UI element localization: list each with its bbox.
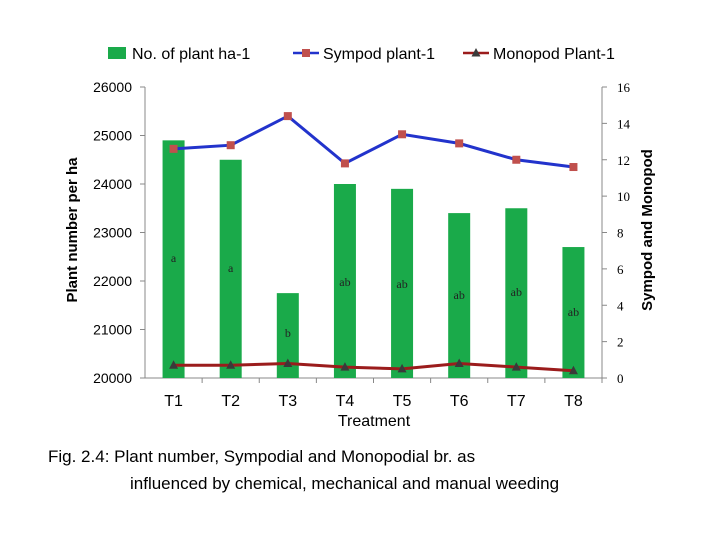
bar xyxy=(562,247,585,378)
x-tick-label: T1 xyxy=(164,393,183,410)
x-tick-label: T2 xyxy=(221,393,240,410)
series-line xyxy=(173,361,574,373)
square-marker xyxy=(512,155,521,164)
legend-label: Monopod Plant-1 xyxy=(493,46,615,63)
y2-tick-label: 14 xyxy=(617,116,631,131)
x-axis-title: Treatment xyxy=(338,413,411,430)
bar-letter-label: a xyxy=(228,261,234,275)
y-tick-label: 22000 xyxy=(93,273,132,289)
x-tick-label: T6 xyxy=(450,393,469,410)
bar xyxy=(448,213,471,378)
triangle-marker xyxy=(283,358,293,367)
y-tick-label: 20000 xyxy=(93,370,132,386)
bar xyxy=(391,188,414,378)
legend: No. of plant ha-1 Sympod plant-1 Monopod P… xyxy=(108,46,615,63)
x-tick-label: T7 xyxy=(507,393,526,410)
y2-axis-title: Sympod and Monopod xyxy=(639,149,656,311)
triangle-marker xyxy=(568,365,578,375)
triangle-marker xyxy=(511,362,521,371)
bar-letter-label: a xyxy=(171,251,177,265)
x-tick-label: T4 xyxy=(336,393,355,410)
bar-letter-label: ab xyxy=(454,288,465,302)
x-tick-label: T5 xyxy=(393,393,412,410)
square-marker xyxy=(226,141,235,150)
square-marker xyxy=(569,163,578,172)
y2-tick-label: 10 xyxy=(617,189,630,204)
bar-letter-label: b xyxy=(285,326,291,340)
bar xyxy=(505,208,528,378)
y-tick-label: 23000 xyxy=(93,225,132,241)
combo-chart: No. of plant ha-1 Sympod plant-1 Monopod P… xyxy=(64,46,656,430)
legend-swatch xyxy=(108,47,126,59)
square-marker xyxy=(169,144,178,153)
y2-tick-label: 4 xyxy=(617,298,624,313)
caption-line-1: Fig. 2.4: Plant number, Sympodial and Mo… xyxy=(48,447,476,466)
series-line xyxy=(173,114,574,169)
line-series xyxy=(169,112,578,375)
y-tick-label: 25000 xyxy=(93,128,132,144)
bar-letter-label: ab xyxy=(339,275,350,289)
legend-label: No. of plant ha-1 xyxy=(132,46,250,63)
bar xyxy=(276,293,299,378)
triangle-marker xyxy=(340,362,350,371)
triangle-marker xyxy=(169,360,179,369)
triangle-marker xyxy=(454,358,464,367)
bar-letter-label: ab xyxy=(568,305,579,319)
triangle-marker xyxy=(226,360,236,369)
legend-label: Sympod plant-1 xyxy=(323,46,435,63)
square-marker xyxy=(398,130,407,139)
bar-letter-label: ab xyxy=(396,277,407,291)
y-tick-label: 26000 xyxy=(93,79,132,95)
bar xyxy=(333,184,356,378)
y2-tick-label: 8 xyxy=(617,226,624,241)
y-axis-title: Plant number per ha xyxy=(64,157,81,303)
square-marker xyxy=(455,139,464,148)
y2-tick-label: 0 xyxy=(617,371,624,386)
x-tick-label: T8 xyxy=(564,393,583,410)
triangle-marker xyxy=(397,363,407,373)
legend-marker xyxy=(302,49,310,57)
y-tick-label: 24000 xyxy=(93,176,132,192)
y2-tick-label: 12 xyxy=(617,153,630,168)
y2-tick-label: 16 xyxy=(617,80,631,95)
y-tick-label: 21000 xyxy=(93,322,132,338)
bar-letter-label: ab xyxy=(511,285,522,299)
square-marker xyxy=(283,112,292,121)
legend-marker xyxy=(471,48,481,57)
square-marker xyxy=(340,159,349,168)
y2-tick-label: 6 xyxy=(617,262,624,277)
caption-line-2: influenced by chemical, mechanical and m… xyxy=(130,474,560,493)
bar xyxy=(219,159,242,378)
y2-tick-label: 2 xyxy=(617,335,624,350)
bar xyxy=(162,140,185,378)
x-tick-label: T3 xyxy=(278,393,297,410)
